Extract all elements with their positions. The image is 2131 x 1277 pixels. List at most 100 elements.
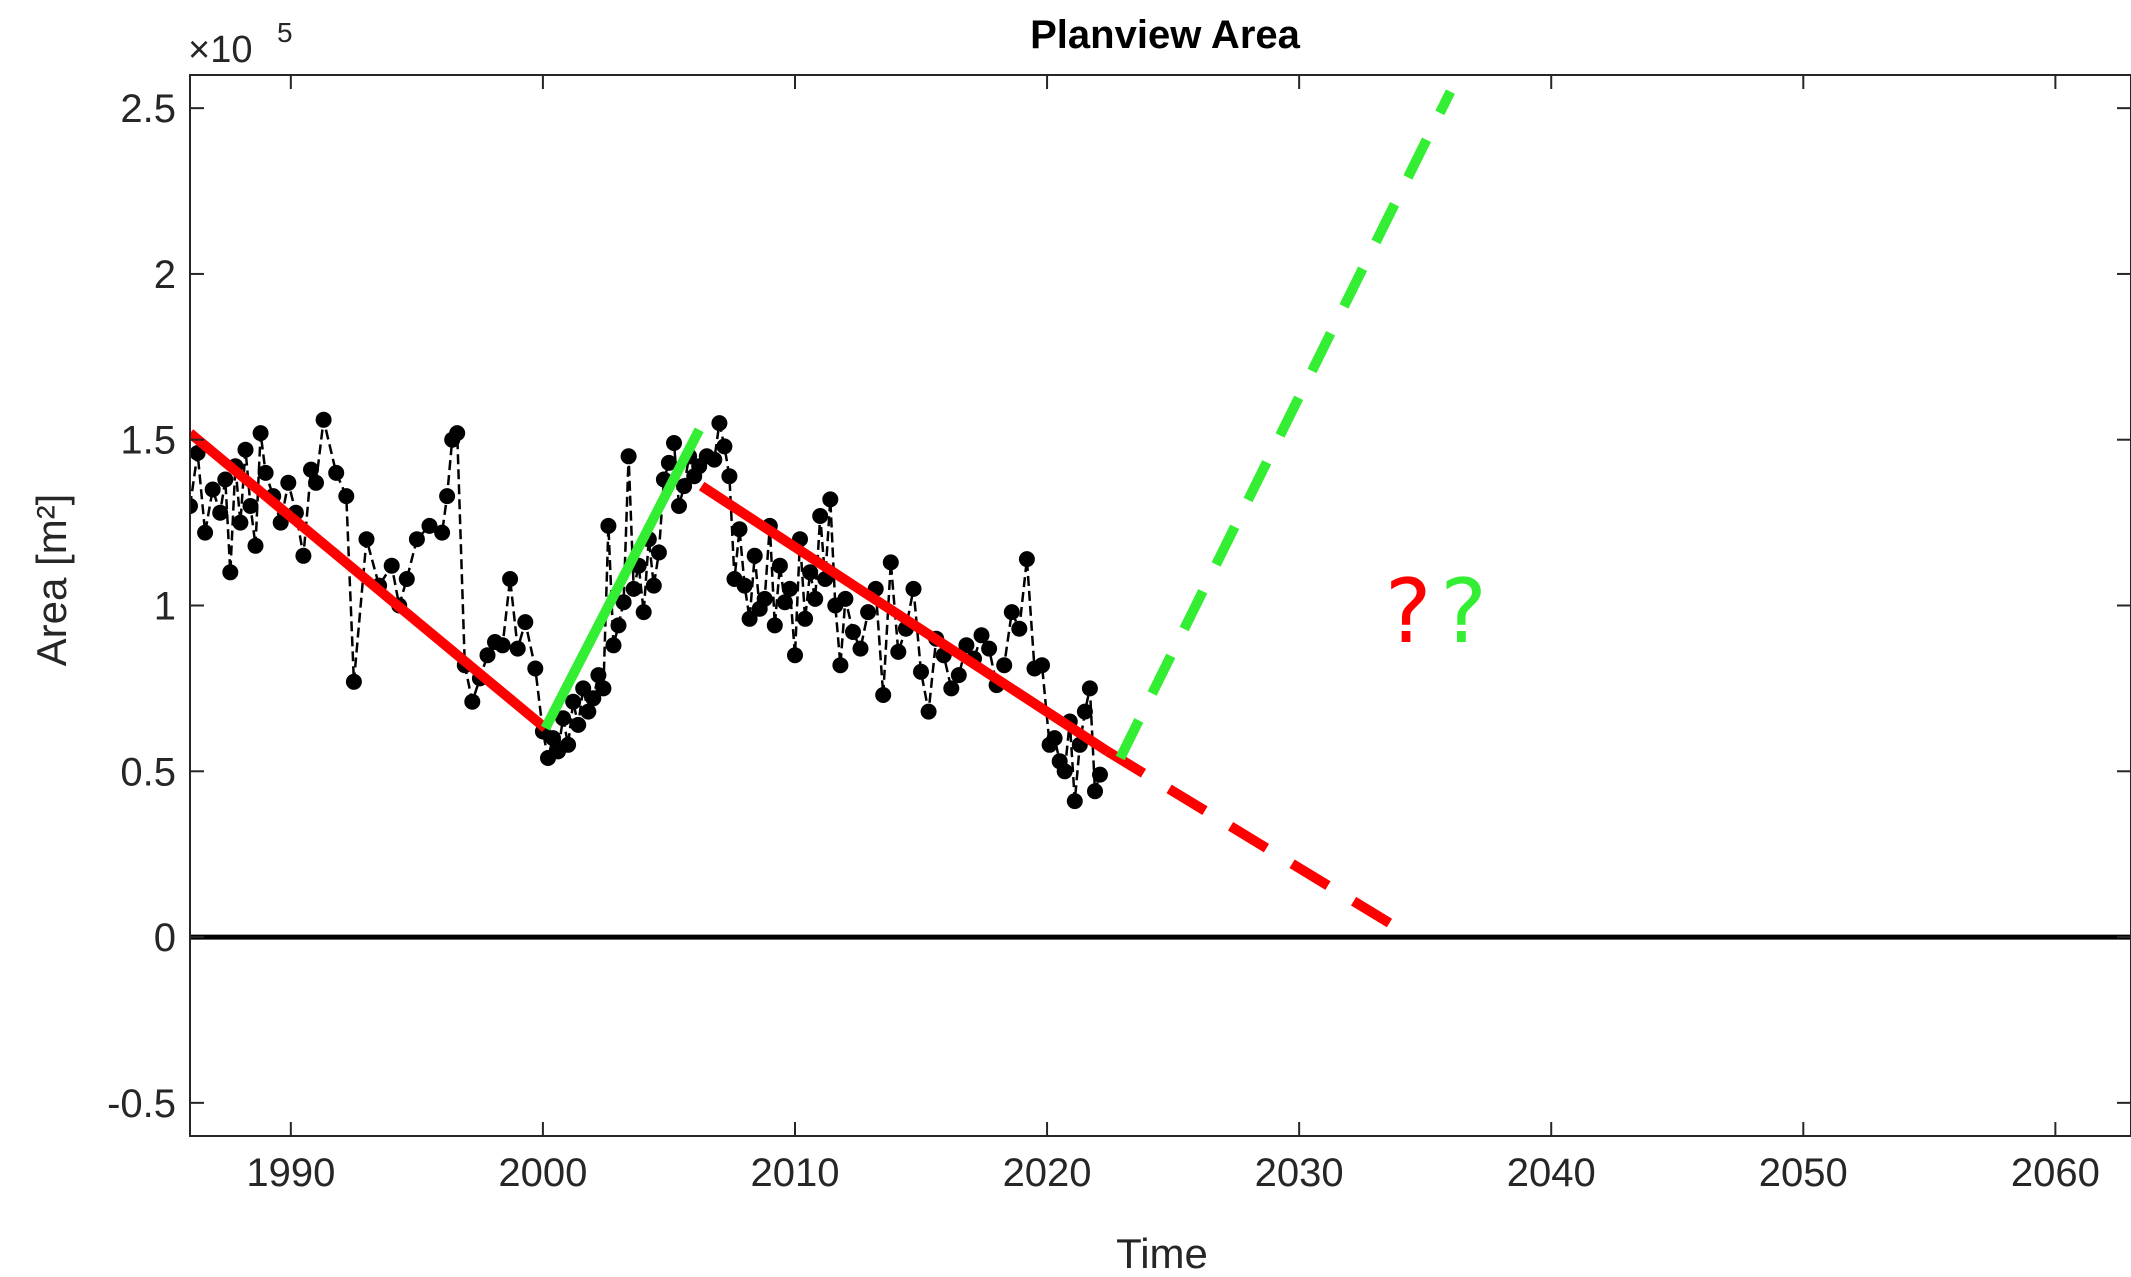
data-point xyxy=(905,580,922,597)
y-tick-label: 0 xyxy=(154,916,176,960)
data-point xyxy=(832,657,849,674)
data-point xyxy=(197,524,214,541)
y-tick-label: 1.5 xyxy=(120,419,176,463)
y-axis-label: Area [m²] xyxy=(28,494,75,667)
data-point xyxy=(358,531,375,548)
data-point xyxy=(950,667,967,684)
data-point xyxy=(421,517,438,534)
data-point xyxy=(1056,763,1073,780)
data-point xyxy=(913,663,929,680)
data-point xyxy=(580,703,597,720)
data-point xyxy=(345,673,362,690)
x-tick-label: 2000 xyxy=(498,1151,587,1195)
data-point xyxy=(716,438,733,455)
data-point xyxy=(328,464,345,481)
data-point xyxy=(590,667,607,684)
x-tick-label: 2060 xyxy=(2011,1151,2100,1195)
data-point xyxy=(943,680,960,697)
data-point xyxy=(232,514,249,531)
data-point xyxy=(650,544,667,561)
data-point xyxy=(996,657,1013,674)
data-point xyxy=(736,577,753,594)
data-point xyxy=(890,643,907,660)
data-point xyxy=(502,571,519,587)
data-point xyxy=(666,435,682,451)
data-point xyxy=(671,498,687,514)
data-point xyxy=(575,680,592,697)
trend-line-1 xyxy=(190,429,549,733)
data-point xyxy=(257,464,274,481)
data-point xyxy=(295,547,312,564)
data-point xyxy=(610,617,627,634)
data-point xyxy=(741,610,758,627)
trend-projection-line-4 xyxy=(1104,747,1416,942)
data-point xyxy=(711,415,728,432)
data-point xyxy=(247,537,264,554)
x-tick-label: 2030 xyxy=(1255,1151,1344,1195)
data-point xyxy=(272,514,289,531)
data-point xyxy=(620,448,637,465)
data-point xyxy=(625,580,642,597)
question-mark-annotation: ? xyxy=(1385,560,1432,663)
data-point xyxy=(756,590,773,607)
data-point xyxy=(600,517,617,534)
data-point xyxy=(812,508,829,524)
data-point xyxy=(706,451,723,468)
data-point xyxy=(383,557,400,574)
x-tick-label: 1990 xyxy=(246,1151,335,1195)
data-point xyxy=(605,637,622,654)
data-point xyxy=(860,604,877,621)
x-tick-label: 2010 xyxy=(750,1151,839,1195)
data-point xyxy=(242,498,259,514)
data-point xyxy=(1092,766,1108,783)
trend-line-2 xyxy=(540,427,704,731)
data-point xyxy=(479,647,496,664)
data-point xyxy=(303,461,319,478)
data-point xyxy=(517,614,534,631)
data-point xyxy=(920,703,937,720)
data-point xyxy=(555,710,572,727)
data-point xyxy=(212,504,229,521)
data-point xyxy=(204,481,221,498)
data-point xyxy=(1046,730,1063,747)
y-tick-label: 2.5 xyxy=(120,87,176,131)
data-point xyxy=(781,580,798,597)
y-multiplier-exponent: 5 xyxy=(277,17,293,48)
data-point xyxy=(1011,620,1028,637)
data-point xyxy=(252,425,269,442)
data-point xyxy=(973,627,990,644)
data-point xyxy=(565,693,582,710)
data-point xyxy=(217,471,234,488)
data-point xyxy=(1081,680,1098,697)
data-point xyxy=(771,557,788,574)
data-point xyxy=(494,637,511,654)
y-tick-label: 2 xyxy=(154,253,176,297)
data-point xyxy=(398,571,415,587)
data-point xyxy=(882,554,899,571)
data-point xyxy=(338,488,355,505)
data-point xyxy=(1076,703,1093,720)
data-point xyxy=(852,640,869,657)
chart-title: Planview Area xyxy=(1030,13,1301,57)
data-point xyxy=(560,736,577,753)
data-point xyxy=(797,610,814,627)
data-point xyxy=(615,594,632,611)
y-tick-label: 1 xyxy=(154,585,176,629)
data-point xyxy=(958,637,975,654)
data-point xyxy=(731,521,748,538)
x-axis-label: Time xyxy=(1116,1230,1208,1277)
data-point xyxy=(222,564,239,581)
data-point xyxy=(1034,657,1050,674)
data-point xyxy=(408,531,425,548)
data-point xyxy=(1087,783,1103,800)
data-point xyxy=(595,680,612,697)
data-point xyxy=(464,693,481,710)
data-point xyxy=(807,590,824,607)
data-point xyxy=(280,474,297,491)
data-point xyxy=(635,604,652,621)
data-point xyxy=(981,640,998,657)
data-point xyxy=(509,640,526,657)
data-point xyxy=(802,564,819,581)
